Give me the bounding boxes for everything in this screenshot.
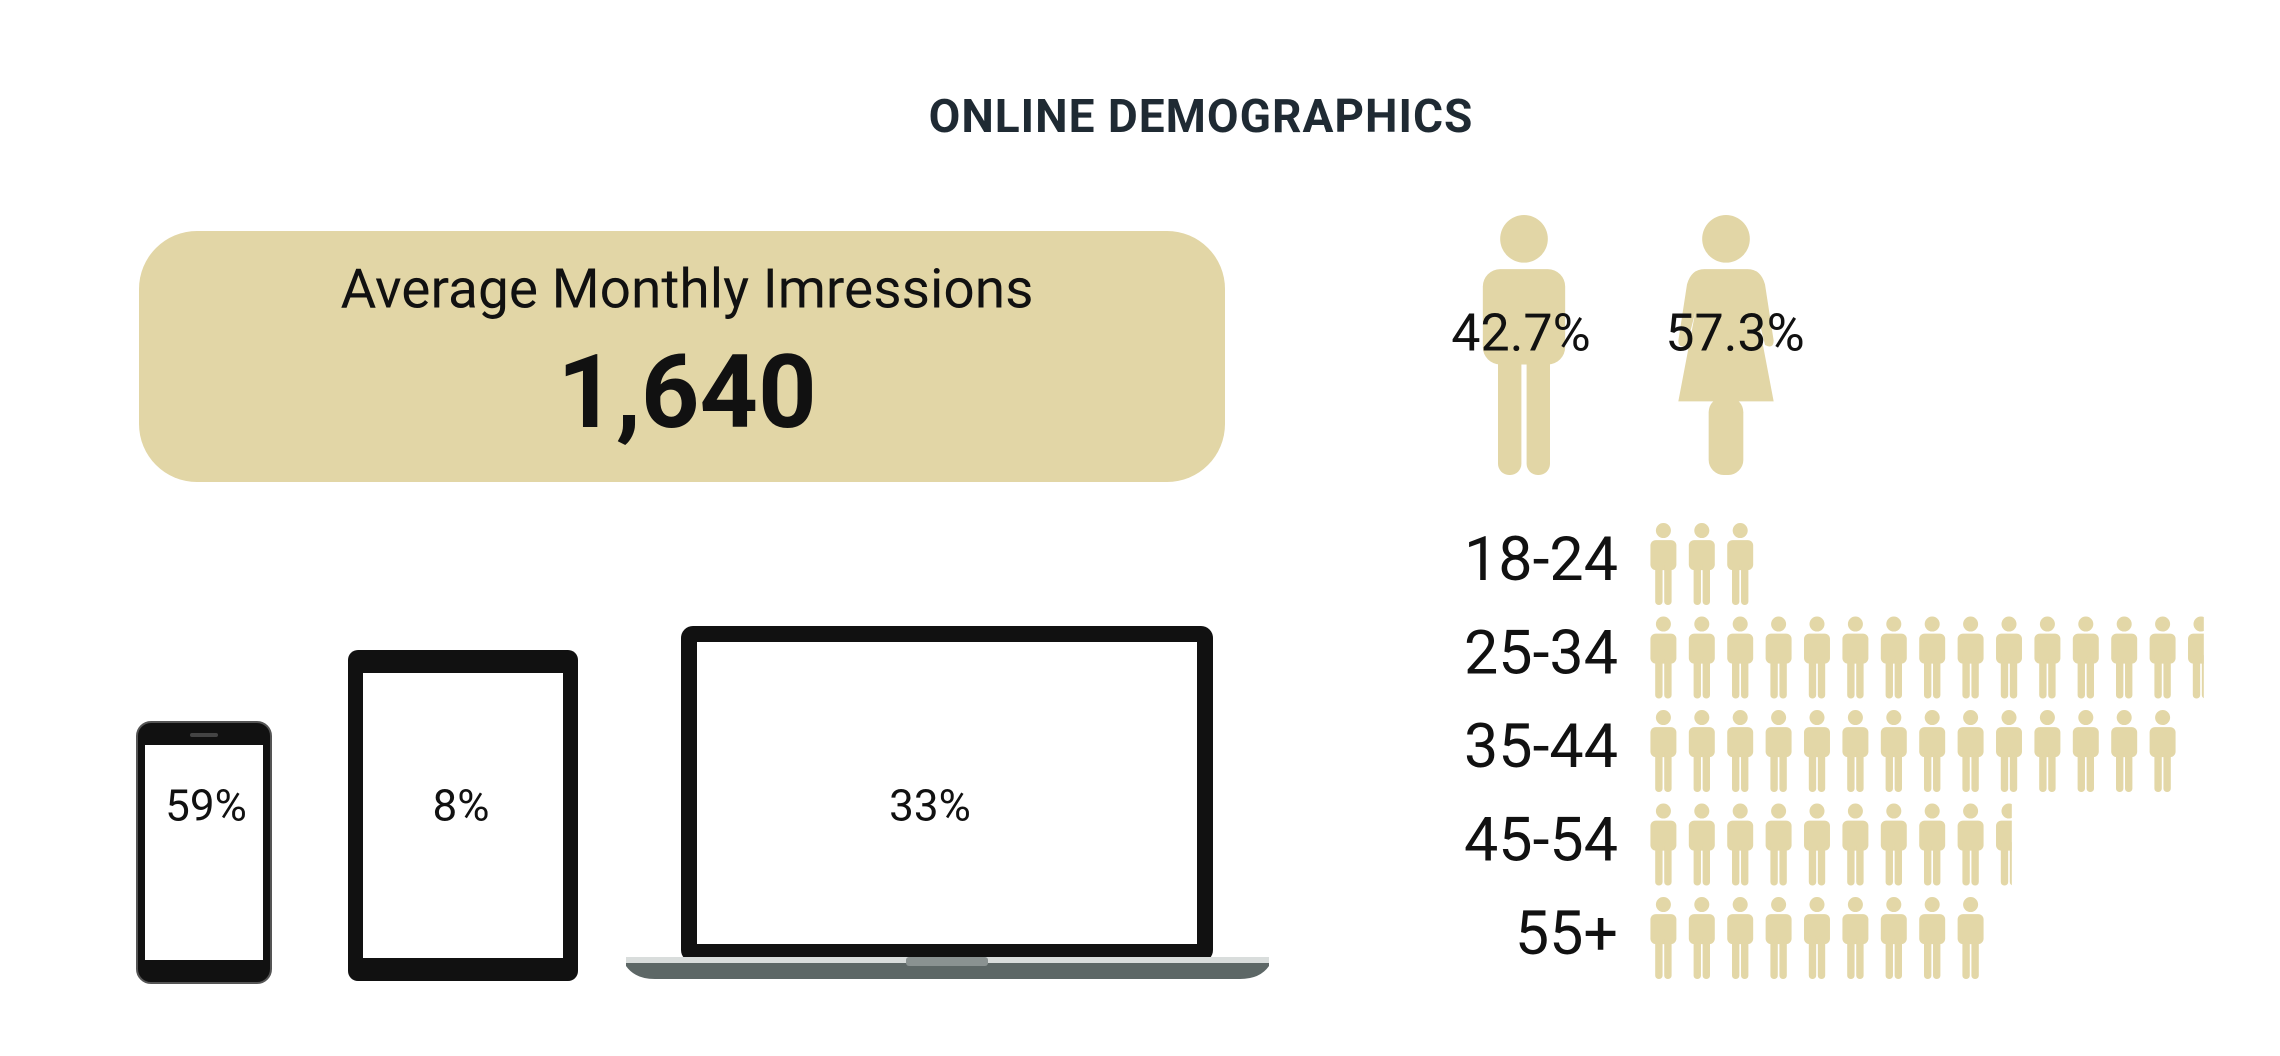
person-icon <box>2034 710 2061 792</box>
person-icon <box>1842 897 1869 979</box>
person-icon <box>1765 710 1792 792</box>
person-icon <box>1727 523 1754 605</box>
person-icon <box>1650 710 1677 792</box>
person-icon <box>1996 803 2012 886</box>
person-icon <box>1842 803 1869 886</box>
person-icon <box>1957 897 1984 979</box>
icon-row <box>1650 523 1754 605</box>
person-icon <box>1727 897 1754 979</box>
person-icon <box>1804 897 1830 979</box>
phone-share: 59% <box>165 780 247 832</box>
person-icon <box>1957 710 1984 792</box>
person-icon <box>1919 616 1946 699</box>
person-icon <box>1650 523 1677 605</box>
icon-row <box>1650 897 1984 979</box>
age-label: 25-34 <box>1464 617 1618 689</box>
person-icon <box>1765 616 1792 699</box>
person-icon <box>1688 523 1715 605</box>
person-icon <box>1650 803 1677 886</box>
tablet <box>348 650 578 981</box>
laptop-share: 33% <box>889 780 971 832</box>
laptop <box>626 626 1269 979</box>
person-icon <box>2149 710 2176 792</box>
person-icon <box>1842 710 1869 792</box>
person-icon <box>1688 803 1715 886</box>
age-pictograph: 18-24 25-34 35-44 45-54 55+ <box>1464 523 2204 979</box>
person-icon <box>1919 710 1946 792</box>
person-icon <box>2111 616 2138 699</box>
person-icon <box>1727 803 1754 886</box>
impressions-box <box>139 231 1225 482</box>
tablet-share: 8% <box>433 780 490 832</box>
age-label: 45-54 <box>1464 804 1618 876</box>
male-share: 42.7% <box>1451 303 1590 364</box>
icon-row <box>1650 803 2012 886</box>
person-icon <box>1919 803 1946 886</box>
icon-row <box>1650 710 2176 792</box>
person-icon <box>1880 616 1907 699</box>
person-icon <box>1957 616 1984 699</box>
person-icon <box>1727 616 1754 699</box>
person-icon <box>1650 616 1677 699</box>
person-icon <box>1650 897 1677 979</box>
person-icon <box>1919 897 1946 979</box>
title: ONLINE DEMOGRAPHICS <box>929 90 1474 144</box>
impressions-label: Average Monthly Imressions <box>340 258 1033 322</box>
person-icon <box>1688 897 1715 979</box>
person-icon <box>1804 803 1830 886</box>
icon-row <box>1650 616 2204 699</box>
age-label: 55+ <box>1515 897 1618 969</box>
phone <box>136 721 272 984</box>
female-share: 57.3% <box>1665 303 1804 364</box>
person-icon <box>1765 897 1792 979</box>
person-icon <box>1996 616 2022 699</box>
person-icon <box>2072 710 2099 792</box>
age-label: 35-44 <box>1464 710 1618 782</box>
person-icon <box>1996 710 2022 792</box>
person-icon <box>1842 616 1869 699</box>
person-icon <box>1880 803 1907 886</box>
impressions-value: 1,640 <box>557 332 816 452</box>
person-icon <box>1727 710 1754 792</box>
person-icon <box>2111 710 2138 792</box>
age-label: 18-24 <box>1464 523 1618 595</box>
person-icon <box>1688 616 1715 699</box>
person-icon <box>1880 897 1907 979</box>
person-icon <box>1765 803 1792 886</box>
person-icon <box>2149 616 2176 699</box>
person-icon <box>2072 616 2099 699</box>
person-icon <box>1880 710 1907 792</box>
person-icon <box>1688 710 1715 792</box>
person-icon <box>1804 710 1830 792</box>
person-icon <box>1957 803 1984 886</box>
person-icon <box>1804 616 1830 699</box>
person-icon <box>2188 616 2204 699</box>
person-icon <box>2034 616 2061 699</box>
